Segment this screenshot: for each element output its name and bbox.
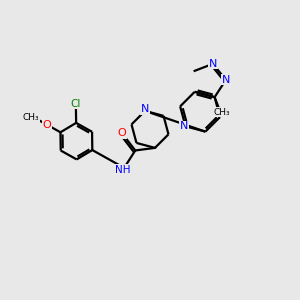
Text: O: O (43, 120, 51, 130)
Text: NH: NH (115, 165, 130, 175)
Text: O: O (118, 128, 126, 138)
Text: CH₃: CH₃ (213, 108, 230, 117)
Text: N: N (180, 121, 188, 131)
Text: Cl: Cl (71, 99, 81, 109)
Text: CH₃: CH₃ (22, 113, 39, 122)
Text: N: N (141, 104, 149, 114)
Text: N: N (209, 59, 217, 69)
Text: N: N (222, 75, 230, 85)
